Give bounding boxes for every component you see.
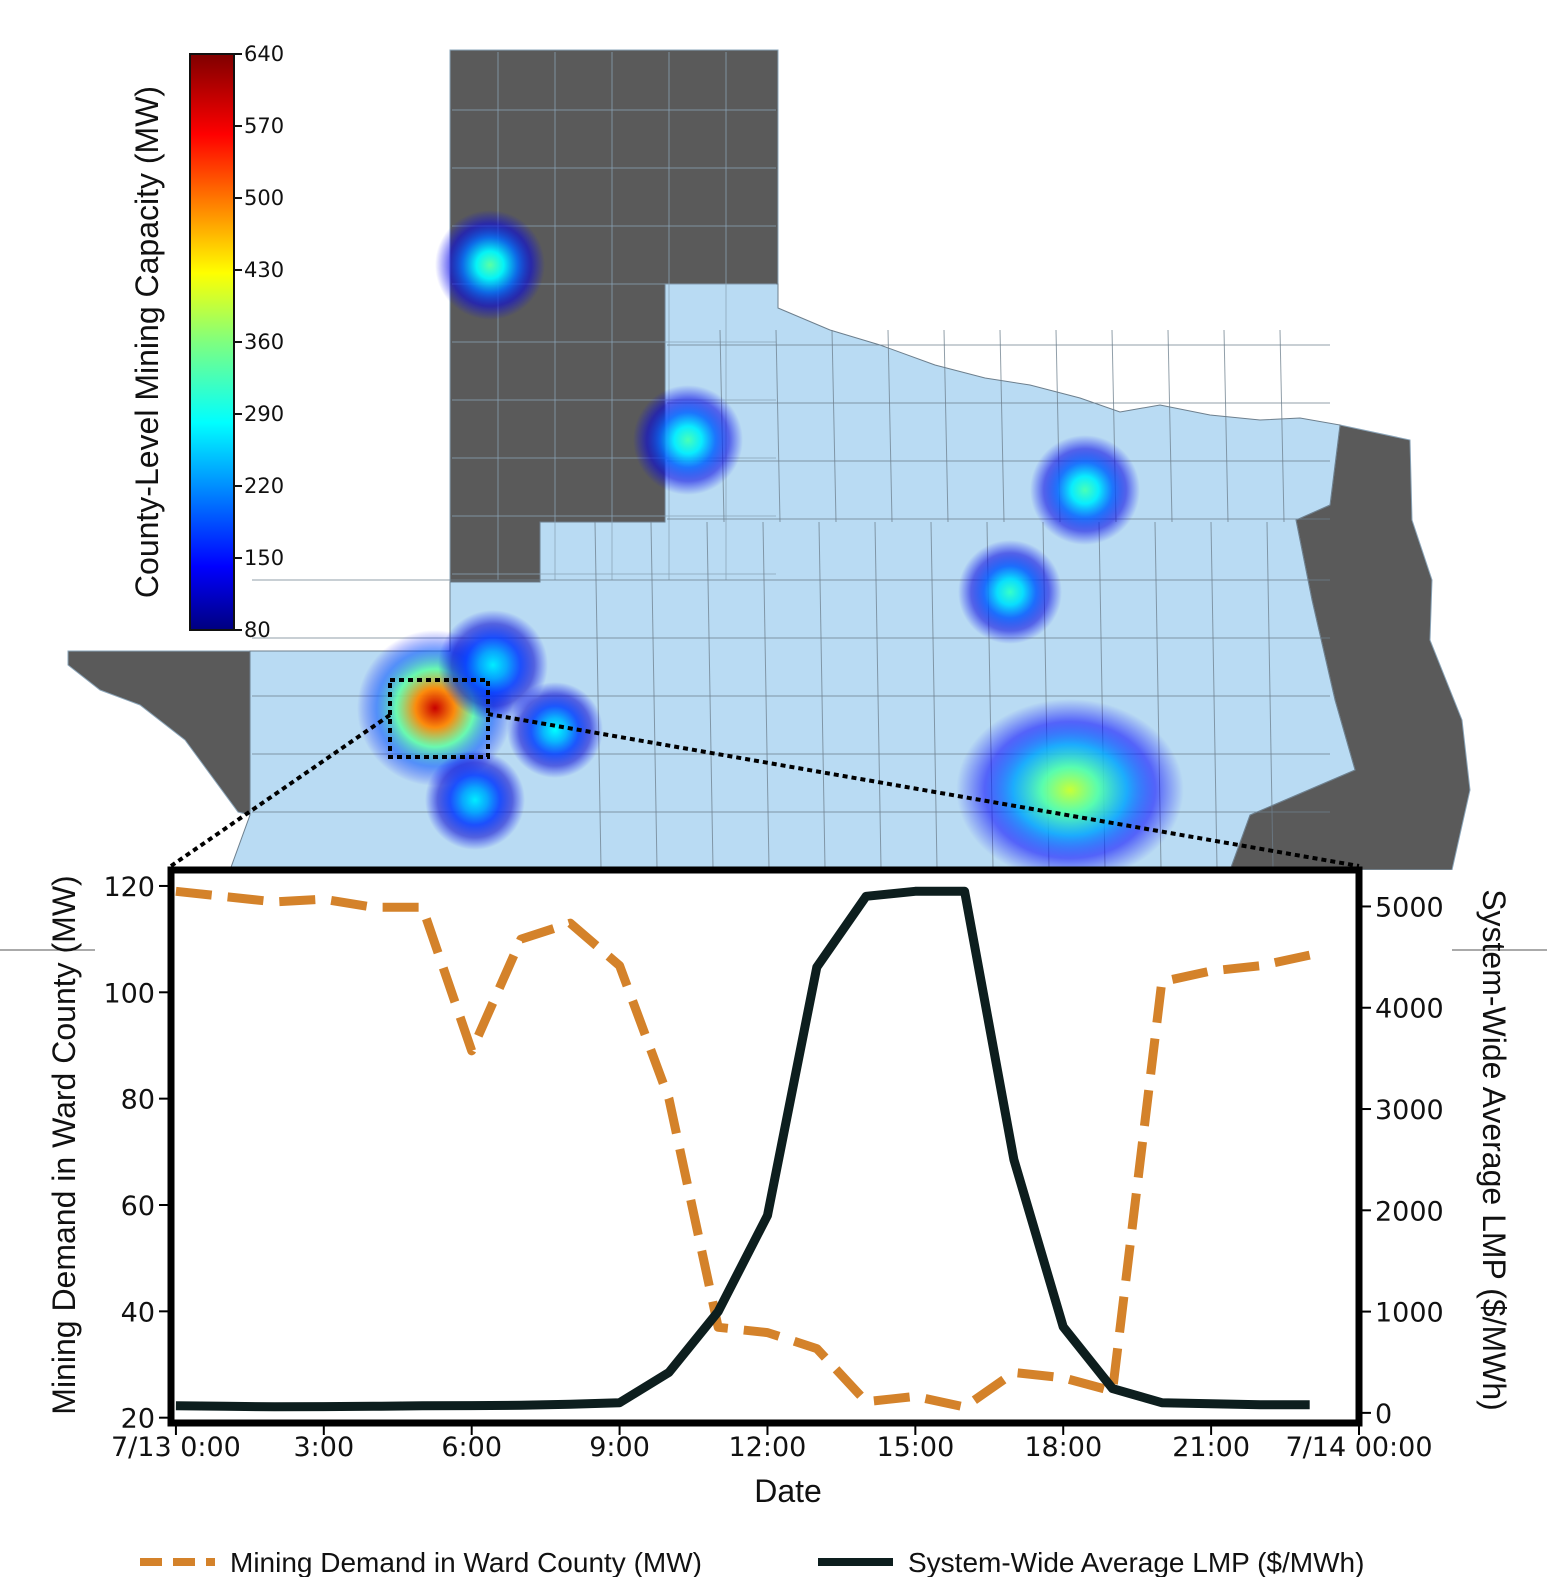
y2-tick-label: 1000 xyxy=(1375,1298,1444,1329)
y-tick-label: 20 xyxy=(121,1404,155,1435)
line-chart: 7/13 0:00 3:00 6:00 9:00 12:00 15:00 18:00 21:0… xyxy=(0,866,1547,1509)
colorbar-label: County-Level Mining Capacity (MW) xyxy=(129,86,165,598)
x-tick-label: 21:00 xyxy=(1172,1432,1250,1463)
x-axis-title: Date xyxy=(754,1473,822,1509)
mining-hotspot xyxy=(435,210,545,320)
mining-hotspot xyxy=(1030,435,1140,545)
colorbar-tick-label: 360 xyxy=(244,330,284,354)
colorbar-tick-label: 80 xyxy=(244,618,271,642)
x-tick-label: 15:00 xyxy=(876,1432,954,1463)
legend-label-mining: Mining Demand in Ward County (MW) xyxy=(230,1547,702,1577)
colorbar-ticks: 640 570 500 430 360 290 220 150 80 xyxy=(234,42,284,642)
y-axis-title: Mining Demand in Ward County (MW) xyxy=(46,875,82,1414)
legend: Mining Demand in Ward County (MW) System… xyxy=(140,1547,1364,1577)
zoom-indicator xyxy=(169,678,1360,868)
mining-hotspot xyxy=(633,385,743,495)
y-tick-label: 80 xyxy=(121,1085,155,1116)
x-axis: 7/13 0:00 3:00 6:00 9:00 12:00 15:00 18:00 21:0… xyxy=(111,1426,1433,1463)
plot-frame xyxy=(167,866,1363,1427)
colorbar-tick-label: 220 xyxy=(244,474,284,498)
colorbar-tick-label: 500 xyxy=(244,186,284,210)
colorbar-tick-label: 570 xyxy=(244,114,284,138)
mining-hotspot xyxy=(425,750,525,850)
y2-tick-label: 4000 xyxy=(1375,994,1444,1025)
y2-tick-label: 2000 xyxy=(1375,1196,1444,1227)
y2-tick-label: 5000 xyxy=(1375,892,1444,923)
mining-hotspot xyxy=(956,699,1184,870)
y-tick-label: 60 xyxy=(121,1191,155,1222)
plot-area xyxy=(171,870,1359,1423)
colorbar-tick-label: 150 xyxy=(244,546,284,570)
zoom-connector-right xyxy=(487,712,1360,868)
y-tick-label: 40 xyxy=(121,1297,155,1328)
mining-hotspot xyxy=(958,540,1062,644)
legend-label-lmp: System-Wide Average LMP ($/MWh) xyxy=(908,1547,1364,1577)
x-tick-label: 7/13 0:00 xyxy=(111,1432,241,1463)
colorbar: 640 570 500 430 360 290 220 150 80 County-Level … xyxy=(129,42,284,642)
colorbar-tick-label: 290 xyxy=(244,402,284,426)
y-tick-label: 120 xyxy=(103,872,155,903)
x-tick-label: 9:00 xyxy=(589,1432,650,1463)
x-tick-label: 3:00 xyxy=(293,1432,354,1463)
x-tick-label: 6:00 xyxy=(441,1432,502,1463)
mining-hotspot xyxy=(507,682,603,778)
outside-region-west xyxy=(67,650,251,816)
series-line-mining-demand xyxy=(175,886,1311,1412)
y2-tick-label: 0 xyxy=(1375,1399,1392,1430)
y2-tick-label: 3000 xyxy=(1375,1095,1444,1126)
y-tick-label: 100 xyxy=(103,978,155,1009)
x-tick-label: 12:00 xyxy=(729,1432,807,1463)
colorbar-tick-label: 430 xyxy=(244,258,284,282)
x-tick-label: 7/14 00:00 xyxy=(1285,1432,1432,1463)
colorbar-tick-label: 640 xyxy=(244,42,284,66)
y-axis-right: 0 1000 2000 3000 4000 5000 xyxy=(1362,892,1444,1430)
texas-region xyxy=(229,283,1356,870)
ward-county-box xyxy=(388,678,490,759)
y-axis-left: 20 40 60 80 100 120 xyxy=(103,872,168,1435)
texas-map xyxy=(67,49,1471,870)
series-line-lmp xyxy=(175,886,1310,1412)
mining-hotspots xyxy=(357,210,1184,870)
colorbar-bar xyxy=(189,53,235,631)
x-tick-label: 18:00 xyxy=(1024,1432,1102,1463)
y2-axis-title: System-Wide Average LMP ($/MWh) xyxy=(1476,889,1512,1411)
mining-hotspot xyxy=(438,610,548,720)
